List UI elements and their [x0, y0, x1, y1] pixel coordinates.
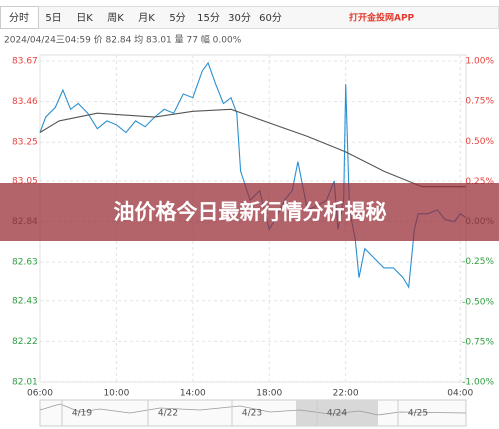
- x-tick-label: 04:00: [447, 389, 473, 399]
- y2-tick-label: 0.75%: [465, 97, 494, 107]
- info-line: 2024/04/24三04:59 价 82.84 均 83.01 量 77 幅 …: [4, 34, 242, 46]
- tab[interactable]: 15分: [197, 12, 220, 24]
- x-tick-label: 22:00: [333, 389, 359, 399]
- y-tick-label: 83.46: [12, 97, 38, 107]
- tab[interactable]: 5日: [45, 13, 61, 24]
- navigator-sparkline: [39, 403, 467, 416]
- tab[interactable]: 30分: [228, 12, 251, 24]
- x-tick-label: 18:00: [256, 389, 282, 399]
- y2-tick-label: 0.50%: [465, 137, 494, 147]
- y-tick-label: 83.05: [12, 176, 38, 186]
- tab[interactable]: 60分: [259, 12, 282, 24]
- navigator-date: 4/22: [158, 409, 178, 419]
- y2-tick-label: -1.00%: [462, 378, 494, 388]
- y2-tick-label: 1.00%: [465, 57, 494, 67]
- y-tick-label: 82.22: [12, 337, 38, 347]
- tab[interactable]: 日K: [76, 13, 93, 24]
- y2-tick-label: -0.50%: [462, 297, 494, 307]
- y-tick-label: 83.67: [12, 57, 38, 67]
- tab[interactable]: 周K: [107, 12, 124, 24]
- y-tick-label: 82.63: [12, 258, 38, 268]
- y2-tick-label: 0.25%: [465, 177, 494, 187]
- y-tick-label: 83.25: [12, 138, 38, 148]
- navigator-date: 4/19: [72, 409, 92, 419]
- tab[interactable]: 分时: [9, 12, 29, 24]
- banner-band: [0, 183, 499, 241]
- y-tick-label: 82.43: [12, 296, 38, 306]
- navigator-date: 4/25: [408, 409, 428, 419]
- tab-active: [0, 6, 39, 29]
- y-tick-label: 82.01: [12, 378, 38, 388]
- y2-tick-label: -0.75%: [462, 337, 494, 347]
- x-tick-label: 10:00: [103, 389, 129, 399]
- navigator-date: 4/23: [242, 409, 262, 419]
- tab[interactable]: 月K: [138, 12, 155, 24]
- x-tick-label: 06:00: [27, 389, 53, 399]
- series-line: [39, 108, 466, 188]
- app-link[interactable]: 打开金投网APP: [349, 12, 415, 24]
- tab[interactable]: 5分: [169, 12, 185, 24]
- y2-tick-label: -0.25%: [462, 257, 494, 267]
- x-tick-label: 14:00: [180, 389, 206, 399]
- navigator-date: 4/24: [327, 409, 347, 419]
- banner-title: 油价格今日最新行情分析揭秘: [114, 200, 387, 224]
